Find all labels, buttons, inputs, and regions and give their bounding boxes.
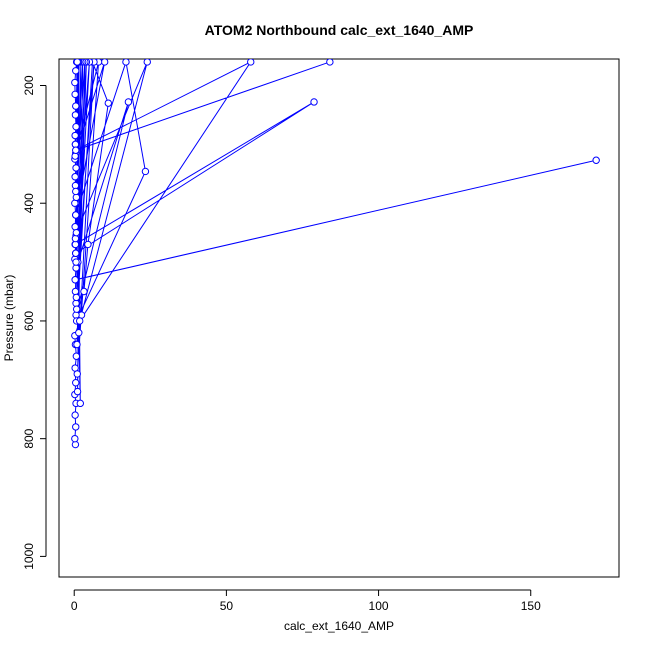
data-point (143, 59, 151, 66)
data-point (104, 99, 113, 107)
plot-frame (58, 58, 620, 578)
y-axis-label: Pressure (mbar) (2, 275, 16, 362)
data-point (71, 287, 80, 296)
data-point (310, 98, 318, 106)
data-point (76, 399, 85, 408)
data-point (141, 167, 150, 176)
x-axis-label: calc_ext_1640_AMP (284, 619, 394, 633)
data-point (73, 387, 82, 396)
data-point (72, 352, 81, 360)
data-point (72, 67, 80, 75)
data-point (72, 305, 81, 313)
data-point (71, 78, 79, 87)
y-tick-label: 800 (22, 428, 36, 448)
data-point (71, 199, 79, 207)
data-point (71, 411, 79, 419)
data-point (72, 146, 80, 154)
data-point (71, 276, 79, 284)
data-point (72, 228, 81, 237)
data-point (72, 211, 80, 219)
data-point (72, 164, 80, 172)
x-axis: 0 50 100 150 (71, 589, 541, 613)
y-axis: 200 400 600 800 1000 (22, 75, 47, 570)
series-line (74, 60, 597, 445)
y-tick-label: 200 (22, 75, 36, 95)
data-point (72, 102, 80, 110)
data-point (75, 329, 83, 337)
data-point (72, 122, 80, 131)
data-point (72, 379, 80, 387)
data-point (80, 287, 88, 296)
data-point (592, 156, 600, 164)
x-tick-label: 100 (369, 599, 389, 613)
data-point (71, 111, 80, 119)
data-point (71, 152, 79, 160)
data-point (71, 173, 79, 181)
data-point (71, 434, 79, 443)
data-point (84, 240, 92, 249)
data-point (72, 423, 80, 431)
x-tick-label: 150 (521, 599, 541, 613)
data-point (73, 340, 81, 349)
data-point (73, 59, 81, 66)
data-point (72, 249, 80, 257)
y-tick-label: 1000 (22, 543, 36, 570)
data-point (122, 59, 130, 66)
data-point (247, 59, 255, 66)
data-point (100, 59, 109, 66)
data-point (72, 193, 81, 202)
x-tick-label: 0 (71, 599, 78, 613)
data-point (71, 234, 80, 243)
data-point (72, 258, 80, 266)
chart-title: ATOM2 Northbound calc_ext_1640_AMP (205, 22, 474, 38)
data-point (72, 293, 81, 302)
data-point (71, 131, 79, 140)
x-tick-label: 50 (220, 599, 234, 613)
data-point (326, 59, 334, 66)
data-point (124, 98, 133, 106)
data-point (76, 317, 84, 325)
data-point (71, 223, 79, 231)
y-tick-label: 400 (22, 193, 36, 213)
plot-area (71, 59, 600, 449)
data-point (73, 370, 81, 378)
data-point (71, 90, 79, 99)
data-point (72, 187, 80, 196)
y-tick-label: 600 (22, 311, 36, 331)
